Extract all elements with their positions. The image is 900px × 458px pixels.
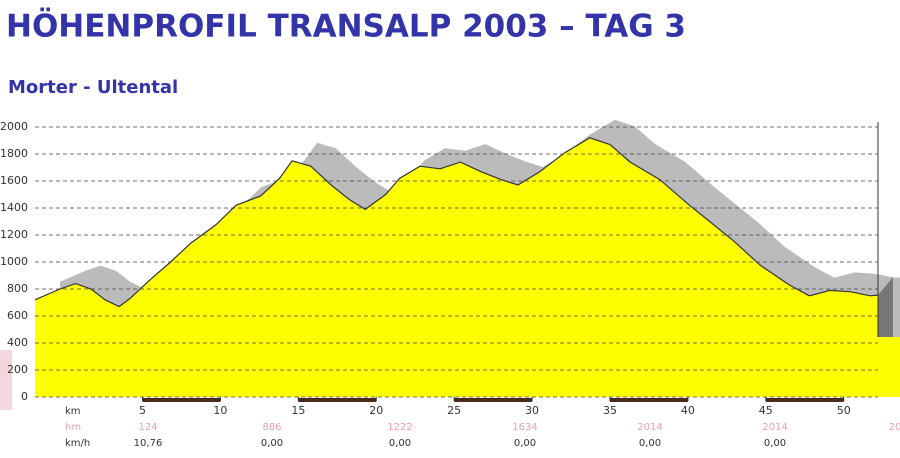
stats-cell: 0,00 (389, 438, 411, 449)
y-tick-label: 2000 (0, 120, 28, 133)
y-tick-label: 1400 (0, 201, 28, 214)
x-tick-label: 40 (681, 404, 695, 417)
x-tick-label: 5 (139, 404, 146, 417)
y-tick-label: 0 (21, 390, 28, 403)
x-tick-label: 30 (525, 404, 539, 417)
profile-line (34, 137, 879, 308)
stats-row-label: hm (65, 422, 81, 433)
stats-cell: 0,00 (261, 438, 283, 449)
stats-cell: 0,00 (514, 438, 536, 449)
side-decoration (0, 350, 12, 410)
stats-cell: 20 (889, 422, 900, 433)
x-tick-label: 50 (837, 404, 851, 417)
stats-row-label: km/h (65, 438, 90, 449)
stats-cell: 10,76 (134, 438, 163, 449)
stats-cell: 2014 (637, 422, 662, 433)
x-unit-label: km (65, 406, 81, 417)
axis-segment (142, 398, 221, 402)
stats-cell: 2014 (762, 422, 787, 433)
profile-area (35, 137, 878, 398)
side-wall (878, 277, 893, 337)
stats-cell: 886 (262, 422, 281, 433)
floor-band (35, 337, 900, 397)
y-tick-label: 1000 (0, 255, 28, 268)
stats-cell: 0,00 (764, 438, 786, 449)
axis-segment (765, 398, 844, 402)
chart-subtitle: Morter - Ultental (8, 77, 178, 98)
y-tick-label: 1600 (0, 174, 28, 187)
y-tick-label: 1200 (0, 228, 28, 241)
axis-segment (298, 398, 377, 402)
y-tick-label: 800 (7, 282, 28, 295)
y-tick-label: 200 (7, 363, 28, 376)
chart-title: HÖHENPROFIL TRANSALP 2003 – TAG 3 (6, 8, 686, 45)
stats-cell: 1634 (512, 422, 537, 433)
x-tick-label: 15 (291, 404, 305, 417)
x-tick-label: 10 (213, 404, 227, 417)
x-tick-label: 25 (447, 404, 461, 417)
y-tick-label: 400 (7, 336, 28, 349)
x-tick-label: 20 (369, 404, 383, 417)
stats-cell: 1222 (387, 422, 412, 433)
y-tick-label: 600 (7, 309, 28, 322)
axis-segment (454, 398, 533, 402)
x-tick-label: 35 (603, 404, 617, 417)
stats-cell: 124 (138, 422, 157, 433)
x-tick-label: 45 (759, 404, 773, 417)
stats-cell: 0,00 (639, 438, 661, 449)
axis-segment (609, 398, 688, 402)
y-tick-label: 1800 (0, 147, 28, 160)
